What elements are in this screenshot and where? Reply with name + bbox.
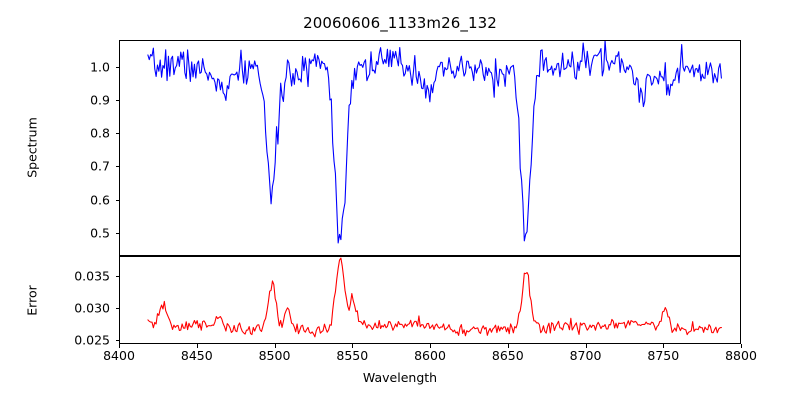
y-tick-label: 0.8 [90, 125, 110, 141]
x-tick-mark [196, 344, 198, 348]
x-tick-mark [585, 344, 587, 348]
y-tick-mark [115, 199, 119, 201]
error-y-axis-label: Error [24, 285, 40, 316]
spectrum-plot-area [119, 40, 741, 256]
y-tick-label: 0.030 [74, 300, 110, 316]
x-tick-label: 8600 [414, 348, 446, 363]
spectrum-line-series [147, 41, 722, 244]
y-tick-label: 0.6 [90, 192, 110, 207]
chart-title: 20060606_1133m26_132 [303, 14, 497, 32]
x-tick-label: 8700 [569, 348, 602, 363]
y-tick-label: 1.0 [90, 59, 110, 75]
x-tick-label: 8400 [103, 348, 135, 363]
x-tick-mark [741, 344, 742, 348]
y-tick-mark [115, 276, 119, 278]
spectrum-trace [147, 41, 722, 244]
y-tick-label: 0.9 [90, 92, 110, 108]
x-tick-label: 8650 [491, 348, 524, 363]
y-tick-mark [115, 66, 119, 68]
x-tick-label: 8800 [725, 348, 757, 363]
y-tick-mark [115, 339, 119, 341]
x-tick-label: 8450 [180, 348, 213, 363]
y-tick-mark [115, 307, 119, 309]
x-tick-label: 8750 [647, 348, 680, 363]
y-tick-label: 0.025 [74, 332, 110, 348]
x-tick-mark [274, 344, 276, 348]
error-trace [147, 257, 722, 338]
x-tick-mark [119, 344, 120, 348]
y-tick-mark [115, 99, 119, 101]
x-tick-label: 8500 [258, 348, 291, 363]
y-tick-mark [115, 166, 119, 168]
x-tick-mark [352, 344, 354, 348]
x-tick-label: 8550 [336, 348, 369, 363]
x-tick-mark [430, 344, 431, 348]
y-tick-label: 0.5 [90, 225, 110, 241]
spectrum-y-axis-label: Spectrum [24, 117, 40, 178]
error-line-series [147, 257, 722, 338]
y-tick-mark [115, 232, 119, 234]
x-tick-mark [507, 344, 509, 348]
y-tick-label: 0.035 [74, 268, 110, 284]
x-axis-label: Wavelength [362, 370, 438, 385]
x-tick-mark [663, 344, 665, 348]
y-tick-mark [115, 133, 119, 134]
y-tick-label: 0.7 [90, 158, 110, 174]
error-plot-area [119, 256, 741, 344]
